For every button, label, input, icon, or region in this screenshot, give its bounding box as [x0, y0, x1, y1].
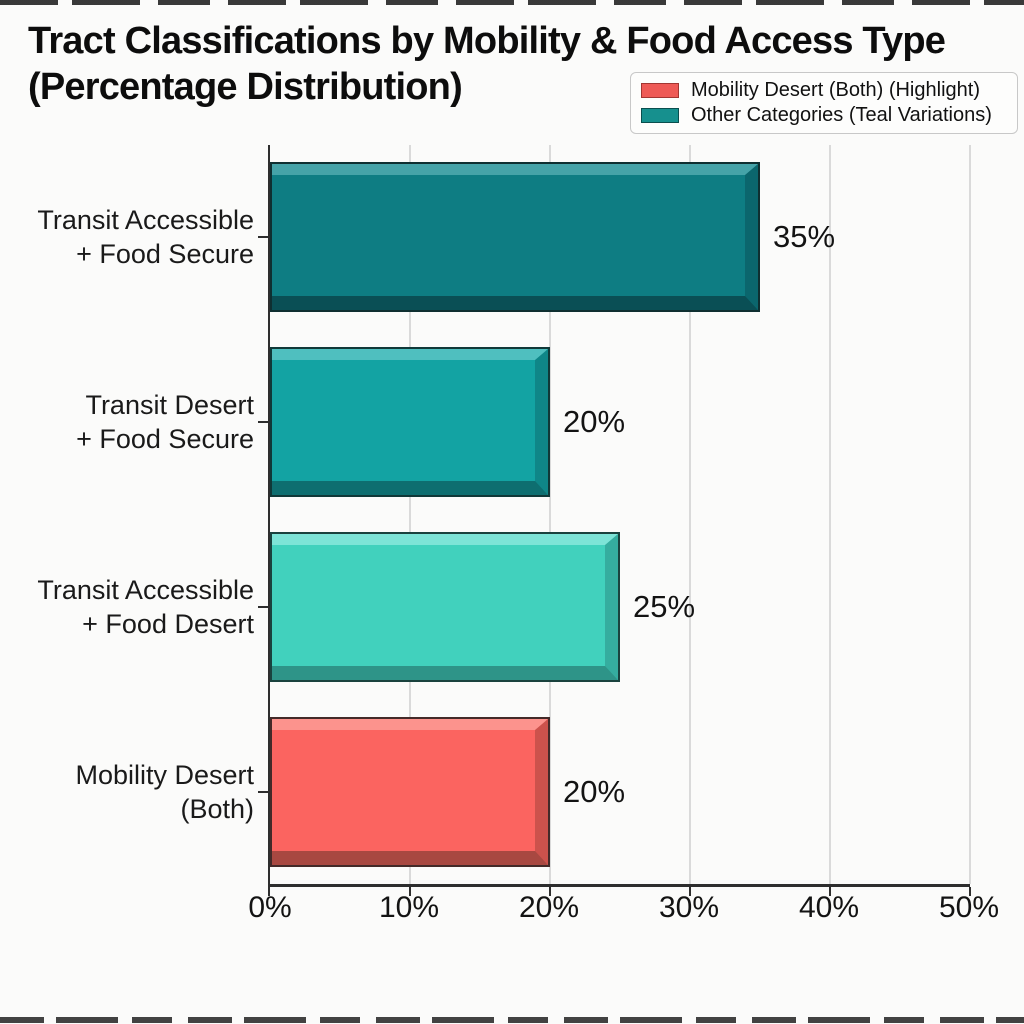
bar-row-transit-accessible-food-desert: 25% [258, 532, 970, 682]
category-label-line: (Both) [180, 794, 254, 824]
x-axis-label-20pct: 20% [518, 891, 580, 924]
bar-bevel-shadow [272, 481, 548, 495]
bar-bevel-edge [605, 534, 618, 680]
legend-item-other-categories: Other Categories (Teal Variations) [641, 104, 1007, 127]
y-axis-tick [258, 606, 268, 608]
bar-bevel-edge [535, 349, 548, 495]
gridline-20pct [549, 145, 551, 884]
x-axis-label-0pct: 0% [248, 891, 292, 924]
gridline-10pct [409, 145, 411, 884]
y-axis-tick [258, 236, 268, 238]
category-label-line: Transit Desert [85, 390, 254, 420]
x-axis-label-50pct: 50% [938, 891, 1000, 924]
x-axis-tick [549, 887, 551, 896]
plot-area: 35% 20% 25% [258, 145, 971, 896]
x-axis-tick [268, 887, 270, 896]
x-axis-label-40pct: 40% [798, 891, 860, 924]
x-axis-label-30pct: 30% [658, 891, 720, 924]
legend-swatch-teal [641, 108, 679, 123]
bar-bevel-edge [535, 719, 548, 865]
legend-box: Mobility Desert (Both) (Highlight) Other… [630, 72, 1018, 134]
gridline-50pct [969, 145, 971, 884]
cropped-edge-artifact-top [0, 0, 1024, 5]
bar-transit-accessible-food-desert [270, 532, 620, 682]
bar-bevel-shadow [272, 666, 618, 680]
bar-mobility-desert-both [270, 717, 550, 867]
bar-transit-desert-food-secure [270, 347, 550, 497]
bar-bevel-highlight [272, 164, 758, 175]
bar-row-mobility-desert-both: 20% [258, 717, 970, 867]
gridline-40pct [829, 145, 831, 884]
category-label-mobility-desert-both: Mobility Desert (Both) [0, 758, 254, 826]
chart-title-line1: Tract Classifications by Mobility & Food… [28, 20, 946, 62]
x-axis-label-10pct: 10% [378, 891, 440, 924]
bar-value-label: 20% [563, 404, 626, 439]
category-label-line: Transit Accessible [37, 205, 254, 235]
y-axis-tick [258, 421, 268, 423]
category-label-transit-accessible-food-desert: Transit Accessible + Food Desert [0, 573, 254, 641]
category-label-line: Mobility Desert [75, 760, 254, 790]
legend-label: Other Categories (Teal Variations) [691, 104, 992, 126]
chart-title-line2: (Percentage Distribution) [28, 66, 463, 108]
bar-bevel-edge [745, 164, 758, 310]
legend-label: Mobility Desert (Both) (Highlight) [691, 79, 980, 101]
category-label-line: + Food Secure [76, 424, 254, 454]
legend-item-mobility-desert: Mobility Desert (Both) (Highlight) [641, 79, 1007, 102]
bar-value-label: 20% [563, 774, 626, 809]
chart-title: Tract Classifications by Mobility & Food… [28, 18, 1008, 110]
bar-row-transit-desert-food-secure: 20% [258, 347, 970, 497]
bar-bevel-highlight [272, 534, 618, 545]
bar-bevel-shadow [272, 851, 548, 865]
y-axis-tick [258, 791, 268, 793]
bar-row-transit-accessible-food-secure: 35% [258, 162, 970, 312]
gridline-30pct [689, 145, 691, 884]
x-axis-tick [409, 887, 411, 896]
category-label-line: + Food Desert [82, 609, 254, 639]
legend-swatch-red [641, 83, 679, 98]
category-label-transit-desert-food-secure: Transit Desert + Food Secure [0, 388, 254, 456]
x-axis-tick [969, 887, 971, 896]
cropped-edge-artifact-bottom [0, 1017, 1024, 1023]
bar-value-label: 35% [773, 219, 836, 254]
bar-bevel-highlight [272, 349, 548, 360]
bar-transit-accessible-food-secure [270, 162, 760, 312]
category-label-line: Transit Accessible [37, 575, 254, 605]
bar-bevel-highlight [272, 719, 548, 730]
x-axis-tick [829, 887, 831, 896]
x-axis-tick [689, 887, 691, 896]
category-label-line: + Food Secure [76, 239, 254, 269]
bar-bevel-shadow [272, 296, 758, 310]
bar-value-label: 25% [633, 589, 696, 624]
category-label-transit-accessible-food-secure: Transit Accessible + Food Secure [0, 203, 254, 271]
